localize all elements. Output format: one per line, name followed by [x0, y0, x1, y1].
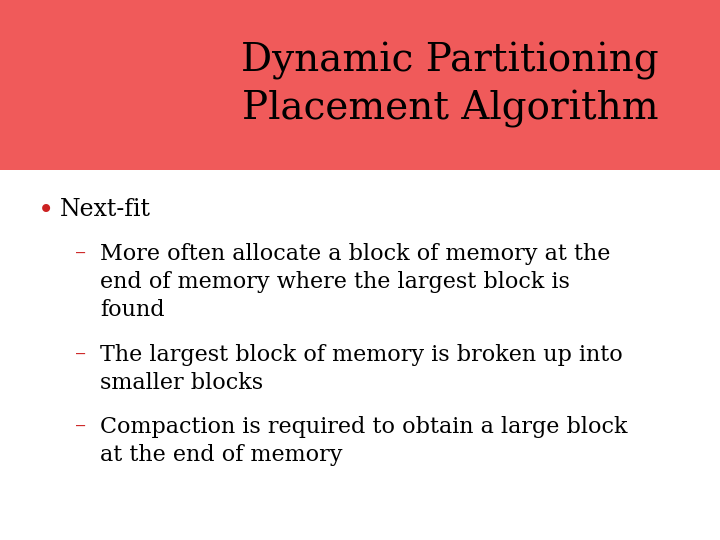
Text: –: –	[75, 243, 86, 265]
Text: Dynamic Partitioning
Placement Algorithm: Dynamic Partitioning Placement Algorithm	[241, 42, 659, 128]
Text: –: –	[75, 416, 86, 437]
Text: Compaction is required to obtain a large block
at the end of memory: Compaction is required to obtain a large…	[100, 416, 628, 465]
Bar	[0, 0, 720, 170]
Text: –: –	[75, 344, 86, 366]
Text: Next-fit: Next-fit	[60, 198, 151, 221]
Text: More often allocate a block of memory at the
end of memory where the largest blo: More often allocate a block of memory at…	[100, 243, 611, 321]
Text: The largest block of memory is broken up into
smaller blocks: The largest block of memory is broken up…	[100, 344, 623, 394]
Text: •: •	[38, 198, 54, 225]
